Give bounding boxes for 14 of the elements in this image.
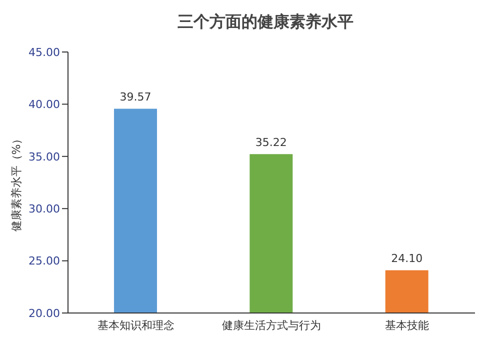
y-tick-label: 40.00 [28,98,60,112]
chart-title: 三个方面的健康素养水平 [176,11,354,33]
y-tick-label: 45.00 [28,46,60,59]
data-label: 24.10 [391,252,423,266]
x-tick-label: 基本知识和理念 [97,318,174,332]
y-tick-label: 20.00 [28,306,60,320]
data-label: 39.57 [120,90,152,104]
x-tick-label: 基本技能 [385,318,430,332]
y-tick-label: 35.00 [28,150,60,164]
y-tick-label: 30.00 [28,202,60,216]
y-tick-label: 25.00 [28,254,60,268]
data-label: 35.22 [255,136,287,150]
y-axis-title: 健康素养水平（%） [10,133,23,232]
x-tick-label: 健康生活方式与行为 [222,318,321,332]
